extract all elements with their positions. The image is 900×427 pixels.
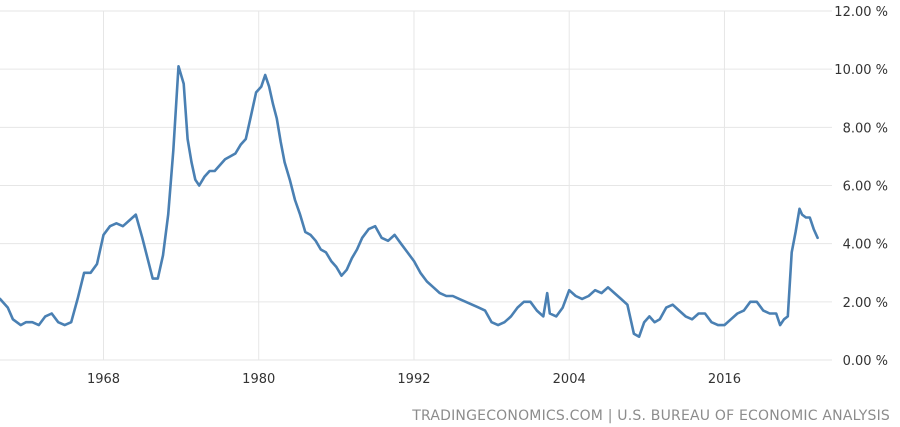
y-tick-label: 6.00 % — [843, 180, 888, 195]
grid-lines — [0, 10, 832, 361]
series-line — [0, 65, 819, 338]
x-tick-label: 1980 — [242, 372, 275, 387]
y-tick-label: 4.00 % — [843, 238, 888, 253]
source-label: TRADINGECONOMICS.COM | U.S. BUREAU OF EC… — [411, 408, 890, 424]
y-tick-label: 10.00 % — [834, 63, 888, 78]
y-tick-label: 2.00 % — [843, 296, 888, 311]
x-tick-label: 2004 — [553, 372, 586, 387]
y-tick-label: 0.00 % — [843, 354, 888, 369]
x-tick-label: 1968 — [87, 372, 120, 387]
y-tick-label: 12.00 % — [834, 5, 888, 20]
y-tick-label: 8.00 % — [843, 121, 888, 136]
x-tick-label: 2016 — [708, 372, 741, 387]
x-axis-tick-labels: 1968 1980 1992 2004 2016 — [87, 372, 741, 387]
y-axis-tick-labels: 0.00 % 2.00 % 4.00 % 6.00 % 8.00 % 10.00 % 12.… — [834, 5, 888, 369]
x-tick-label: 1992 — [397, 372, 430, 387]
